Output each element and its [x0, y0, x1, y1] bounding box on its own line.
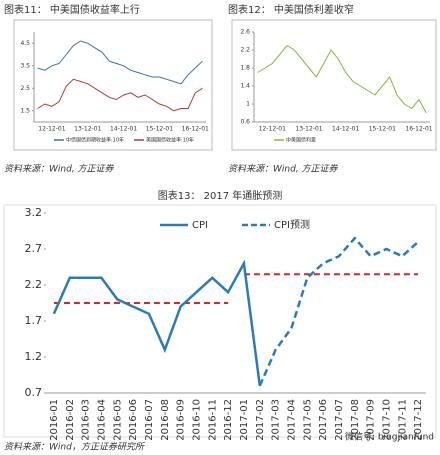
x-tick-label: 2016-02	[65, 399, 76, 441]
panel-frame	[13, 19, 213, 151]
series-line	[257, 44, 427, 114]
y-tick-label: 4.5	[20, 40, 30, 47]
chart-title: 图表11： 中美国债收益率上行	[4, 3, 140, 16]
y-tick-label: 3.5	[20, 62, 30, 69]
x-tick-label: 2017-11	[397, 399, 408, 441]
x-tick-label: 2017-08	[350, 399, 361, 441]
y-tick-label: 1.4	[240, 83, 250, 90]
x-tick-label: 12-12-01	[38, 126, 65, 133]
y-tick-label: 2.2	[25, 278, 43, 291]
x-tick-label: 2016-09	[176, 399, 187, 441]
legend-label: 中债国债到期收益率:10年	[66, 137, 124, 144]
x-tick-label: 16-12-01	[182, 126, 209, 133]
x-tick-label: 2016-11	[207, 399, 218, 441]
y-tick-label: 1	[246, 101, 250, 108]
y-tick-label: 0.7	[25, 386, 43, 399]
y-tick-label: 2.6	[240, 29, 250, 36]
x-tick-label: 2016-05	[112, 399, 123, 441]
x-tick-label: 2017-05	[302, 399, 313, 441]
x-tick-label: 15-12-01	[146, 126, 173, 133]
x-tick-label: 2017-03	[271, 399, 282, 441]
x-tick-label: 13-12-01	[74, 126, 101, 133]
x-tick-label: 2016-04	[96, 399, 107, 441]
x-tick-label: 2016-08	[160, 399, 171, 441]
x-tick-label: 2016-01	[49, 399, 60, 441]
x-tick-label: 2016-12	[223, 399, 234, 441]
x-tick-label: 12-12-01	[259, 126, 286, 133]
x-tick-label: 13-12-01	[295, 126, 322, 133]
x-tick-label: 2017-07	[334, 399, 345, 441]
legend-label: CPI	[192, 220, 208, 231]
x-tick-label: 2016-10	[191, 399, 202, 441]
series-line	[37, 40, 203, 85]
source-note: 资料来源：Wind, 方正证券	[4, 164, 115, 175]
panel-frame	[231, 19, 437, 151]
y-tick-label: 3.2	[25, 206, 43, 219]
series-line	[258, 236, 419, 387]
legend-label: 中美国债利差	[286, 137, 316, 144]
y-tick-label: 1.7	[25, 314, 43, 327]
watermark: 微信号: bingjianfund	[345, 431, 434, 443]
panel-frame	[3, 204, 437, 438]
chart-title: 图表12： 中美国债利差收窄	[228, 3, 354, 16]
x-tick-label: 2017-10	[381, 399, 392, 441]
x-tick-label: 2017-09	[366, 399, 377, 441]
y-tick-label: 1.2	[25, 350, 43, 363]
x-tick-label: 2017-06	[318, 399, 329, 441]
x-tick-label: 2016-03	[81, 399, 92, 441]
source-note: 资料来源：Wind，方正证券研究所	[4, 442, 146, 453]
x-tick-label: 2017-01	[239, 399, 250, 441]
legend-label: 美国国债收益率:10年	[146, 137, 194, 144]
x-tick-label: 14-12-01	[110, 126, 137, 133]
x-tick-label: 15-12-01	[369, 126, 396, 133]
y-tick-label: 1.8	[240, 65, 250, 72]
x-tick-label: 16-12-01	[405, 126, 432, 133]
x-tick-label: 14-12-01	[332, 126, 359, 133]
chart-title: 图表13： 2017 年通胀预测	[158, 189, 283, 202]
source-note: 资料来源：Wind, 方正证券	[228, 164, 339, 175]
legend-label: CPI预测	[274, 218, 310, 231]
x-tick-label: 2017-04	[286, 399, 297, 441]
series-line	[52, 259, 262, 386]
series-line	[37, 78, 203, 112]
x-tick-label: 2016-07	[144, 399, 155, 441]
y-tick-label: 2.5	[20, 85, 30, 92]
y-tick-label: 2.7	[25, 242, 43, 255]
y-tick-label: 0.6	[240, 119, 250, 126]
x-tick-label: 2016-06	[128, 399, 139, 441]
x-tick-label: 2017-02	[255, 399, 266, 441]
y-tick-label: 1.5	[20, 107, 30, 114]
x-tick-label: 2017-12	[413, 399, 424, 441]
y-tick-label: 2.2	[240, 47, 250, 54]
